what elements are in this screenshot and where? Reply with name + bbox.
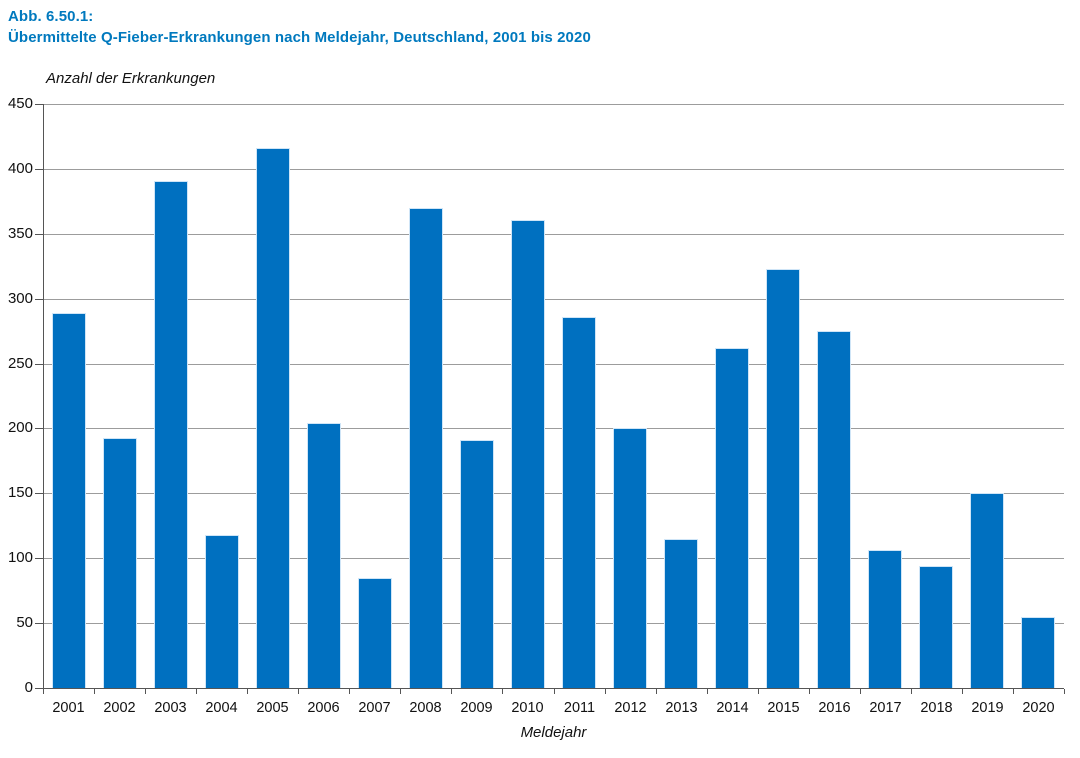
- y-axis-tick-150: [35, 493, 43, 495]
- x-axis-tick-14: [758, 689, 759, 694]
- x-tick-label-2014: 2014: [716, 700, 749, 716]
- x-axis-tick-2: [145, 689, 146, 694]
- y-axis-title: Anzahl der Erkrankungen: [46, 70, 216, 87]
- y-axis-tick-200: [35, 428, 43, 430]
- x-axis-tick-5: [298, 689, 299, 694]
- y-tick-label-150: 150: [7, 484, 33, 502]
- x-tick-label-2006: 2006: [307, 700, 340, 716]
- bar-2007: [358, 578, 392, 688]
- bar-2009: [460, 440, 494, 688]
- bar-2016: [817, 331, 851, 688]
- bar-2011: [562, 317, 596, 688]
- bar-2002: [103, 438, 137, 688]
- x-tick-label-2007: 2007: [358, 700, 391, 716]
- figure-header: Abb. 6.50.1: Übermittelte Q-Fieber-Erkra…: [8, 6, 591, 48]
- x-tick-label-2015: 2015: [767, 700, 800, 716]
- x-axis-tick-18: [962, 689, 963, 694]
- y-axis-tick-300: [35, 298, 43, 300]
- bar-2003: [154, 181, 188, 688]
- bar-2013: [664, 539, 698, 688]
- gridline-250: [43, 363, 1064, 365]
- gridline-150: [43, 493, 1064, 495]
- y-axis-tick-250: [35, 363, 43, 365]
- x-axis-tick-13: [707, 689, 708, 694]
- y-tick-label-100: 100: [7, 549, 33, 567]
- bar-2008: [409, 208, 443, 688]
- y-axis-tick-50: [35, 623, 43, 625]
- x-tick-label-2005: 2005: [256, 700, 289, 716]
- bar-2006: [307, 423, 341, 688]
- x-tick-label-2008: 2008: [409, 700, 442, 716]
- y-tick-label-0: 0: [24, 679, 33, 696]
- x-tick-label-2001: 2001: [52, 700, 85, 716]
- x-axis-tick-9: [502, 689, 503, 694]
- gridline-100: [43, 558, 1064, 560]
- gridline-450: [43, 104, 1064, 105]
- x-tick-label-2003: 2003: [154, 700, 187, 716]
- bar-2019: [970, 493, 1004, 688]
- bar-2001: [52, 313, 86, 688]
- x-axis-line: [43, 688, 1064, 689]
- x-axis-tick-4: [247, 689, 248, 694]
- y-tick-label-300: 300: [7, 289, 33, 307]
- y-tick-label-250: 250: [7, 354, 33, 372]
- y-axis-tick-0: [35, 688, 43, 689]
- bar-2018: [919, 566, 953, 688]
- y-axis-tick-350: [35, 233, 43, 235]
- y-tick-label-350: 350: [7, 224, 33, 242]
- x-axis-tick-7: [400, 689, 401, 694]
- x-tick-label-2004: 2004: [205, 700, 238, 716]
- gridline-350: [43, 233, 1064, 235]
- x-tick-label-2013: 2013: [665, 700, 698, 716]
- y-tick-label-450: 450: [7, 95, 33, 112]
- x-axis-tick-6: [349, 689, 350, 694]
- x-tick-label-2002: 2002: [103, 700, 136, 716]
- x-axis-tick-3: [196, 689, 197, 694]
- x-axis-tick-15: [809, 689, 810, 694]
- x-axis-tick-16: [860, 689, 861, 694]
- x-tick-label-2016: 2016: [818, 700, 851, 716]
- x-tick-label-2017: 2017: [869, 700, 902, 716]
- x-axis-tick-8: [451, 689, 452, 694]
- gridline-200: [43, 428, 1064, 430]
- gridline-50: [43, 623, 1064, 625]
- bar-2004: [205, 535, 239, 688]
- x-axis-tick-0: [43, 689, 44, 694]
- bar-2012: [613, 428, 647, 688]
- y-axis-tick-450: [35, 104, 43, 105]
- y-tick-label-400: 400: [7, 159, 33, 177]
- x-axis-tick-10: [554, 689, 555, 694]
- x-tick-label-2010: 2010: [511, 700, 544, 716]
- y-tick-label-200: 200: [7, 419, 33, 437]
- x-tick-label-2009: 2009: [460, 700, 493, 716]
- bar-2010: [511, 220, 545, 688]
- x-axis-tick-17: [911, 689, 912, 694]
- x-axis-title: Meldejahr: [520, 724, 587, 741]
- bar-2017: [868, 550, 902, 688]
- bar-chart-plot-area: 450 400 350 300 250 200 150 100 50 0 2001 2002 2003 2…: [8, 95, 1065, 716]
- figure-title: Übermittelte Q-Fieber-Erkrankungen nach …: [8, 29, 591, 46]
- y-tick-label-50: 50: [16, 614, 33, 632]
- figure-label: Abb. 6.50.1:: [8, 8, 94, 25]
- x-axis-tick-19: [1013, 689, 1014, 694]
- gridline-400: [43, 168, 1064, 170]
- x-axis-tick-12: [656, 689, 657, 694]
- x-axis-tick-20: [1064, 689, 1065, 694]
- y-axis-tick-100: [35, 558, 43, 560]
- x-tick-label-2012: 2012: [614, 700, 647, 716]
- x-tick-label-2018: 2018: [920, 700, 953, 716]
- bar-2015: [766, 269, 800, 688]
- x-tick-label-2019: 2019: [971, 700, 1004, 716]
- bar-2014: [715, 348, 749, 688]
- x-tick-label-2011: 2011: [563, 700, 596, 716]
- y-axis-line: [43, 104, 44, 688]
- bar-2020: [1021, 617, 1055, 688]
- x-tick-label-2020: 2020: [1022, 700, 1055, 716]
- x-axis-tick-1: [94, 689, 95, 694]
- y-axis-tick-400: [35, 168, 43, 170]
- gridline-300: [43, 298, 1064, 300]
- bar-2005: [256, 148, 290, 688]
- x-axis-tick-11: [605, 689, 606, 694]
